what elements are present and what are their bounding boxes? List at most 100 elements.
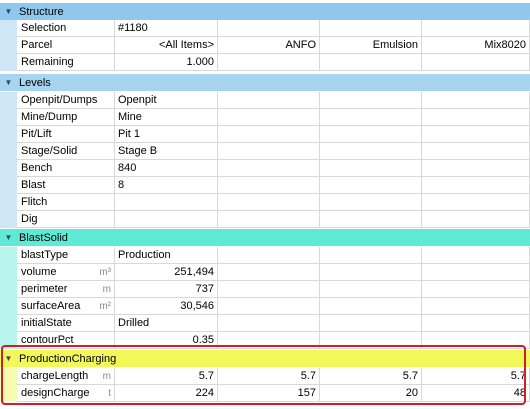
- property-row-dig[interactable]: Dig: [0, 211, 530, 228]
- value-cell[interactable]: [218, 177, 320, 194]
- value-cell[interactable]: [218, 298, 320, 315]
- value-cell[interactable]: [218, 332, 320, 349]
- value-cell[interactable]: [218, 20, 320, 37]
- value-cell[interactable]: Drilled: [115, 315, 218, 332]
- value-cell[interactable]: [422, 264, 530, 281]
- value-cell[interactable]: 1.000: [115, 54, 218, 71]
- property-row-minedump[interactable]: Mine/Dump Mine: [0, 109, 530, 126]
- value-cell[interactable]: ANFO: [218, 37, 320, 54]
- value-cell[interactable]: [320, 298, 422, 315]
- value-cell[interactable]: [115, 211, 218, 228]
- value-cell[interactable]: 157: [218, 385, 320, 402]
- property-row-contourpct[interactable]: contourPct 0.35: [0, 332, 530, 349]
- section-header-levels[interactable]: ▼ Levels: [0, 74, 530, 91]
- value-cell[interactable]: [320, 126, 422, 143]
- value-cell[interactable]: 0.35: [115, 332, 218, 349]
- value-cell[interactable]: [320, 332, 422, 349]
- collapse-chevron-icon[interactable]: ▼: [4, 354, 13, 363]
- value-cell[interactable]: [320, 264, 422, 281]
- value-cell[interactable]: [320, 281, 422, 298]
- value-cell[interactable]: [320, 160, 422, 177]
- property-row-designcharge[interactable]: designCharge t 224 157 20 48: [0, 385, 530, 402]
- value-cell[interactable]: 737: [115, 281, 218, 298]
- value-cell[interactable]: Mine: [115, 109, 218, 126]
- value-cell[interactable]: [320, 315, 422, 332]
- property-row-remaining[interactable]: Remaining 1.000: [0, 54, 530, 71]
- value-cell[interactable]: 840: [115, 160, 218, 177]
- value-cell[interactable]: [320, 247, 422, 264]
- value-cell[interactable]: [422, 20, 530, 37]
- value-cell[interactable]: [218, 54, 320, 71]
- value-cell[interactable]: 5.7: [320, 368, 422, 385]
- value-cell[interactable]: [422, 177, 530, 194]
- value-cell[interactable]: [320, 211, 422, 228]
- value-cell[interactable]: [422, 332, 530, 349]
- property-row-selection[interactable]: Selection #1180: [0, 20, 530, 37]
- value-cell[interactable]: [320, 20, 422, 37]
- property-row-parcel[interactable]: Parcel <All Items> ANFO Emulsion Mix8020: [0, 37, 530, 54]
- value-cell[interactable]: 8: [115, 177, 218, 194]
- value-cell[interactable]: [320, 143, 422, 160]
- value-cell[interactable]: 20: [320, 385, 422, 402]
- value-cell[interactable]: Stage B: [115, 143, 218, 160]
- collapse-chevron-icon[interactable]: ▼: [4, 7, 13, 16]
- collapse-chevron-icon[interactable]: ▼: [4, 233, 13, 242]
- property-row-surfacearea[interactable]: surfaceArea m² 30,546: [0, 298, 530, 315]
- value-cell[interactable]: [218, 109, 320, 126]
- value-cell[interactable]: Openpit: [115, 92, 218, 109]
- value-cell[interactable]: [218, 281, 320, 298]
- property-row-bench[interactable]: Bench 840: [0, 160, 530, 177]
- value-cell[interactable]: [422, 281, 530, 298]
- value-cell[interactable]: 224: [115, 385, 218, 402]
- property-row-blast[interactable]: Blast 8: [0, 177, 530, 194]
- value-cell[interactable]: [422, 298, 530, 315]
- value-cell[interactable]: [115, 194, 218, 211]
- value-cell[interactable]: [218, 126, 320, 143]
- value-cell[interactable]: [320, 194, 422, 211]
- property-row-stagesolid[interactable]: Stage/Solid Stage B: [0, 143, 530, 160]
- value-cell[interactable]: [218, 160, 320, 177]
- value-cell[interactable]: [320, 109, 422, 126]
- value-cell[interactable]: Pit 1: [115, 126, 218, 143]
- value-cell[interactable]: [422, 194, 530, 211]
- property-row-openpit[interactable]: Openpit/Dumps Openpit: [0, 92, 530, 109]
- value-cell[interactable]: [218, 143, 320, 160]
- value-cell[interactable]: [422, 143, 530, 160]
- value-cell[interactable]: [218, 92, 320, 109]
- property-row-blasttype[interactable]: blastType Production: [0, 247, 530, 264]
- value-cell[interactable]: 48: [422, 385, 530, 402]
- value-cell[interactable]: [218, 194, 320, 211]
- value-cell[interactable]: 5.7: [422, 368, 530, 385]
- value-cell[interactable]: 5.7: [218, 368, 320, 385]
- value-cell[interactable]: Production: [115, 247, 218, 264]
- section-header-structure[interactable]: ▼ Structure: [0, 3, 530, 20]
- value-cell[interactable]: [218, 264, 320, 281]
- value-cell[interactable]: [218, 247, 320, 264]
- value-cell[interactable]: 30,546: [115, 298, 218, 315]
- value-cell[interactable]: [320, 177, 422, 194]
- section-header-productioncharging[interactable]: ▼ ProductionCharging: [0, 350, 530, 367]
- value-cell[interactable]: [422, 160, 530, 177]
- value-cell[interactable]: #1180: [115, 20, 218, 37]
- value-cell[interactable]: [320, 54, 422, 71]
- value-cell[interactable]: [422, 247, 530, 264]
- section-header-blastsolid[interactable]: ▼ BlastSolid: [0, 229, 530, 246]
- value-cell[interactable]: [422, 92, 530, 109]
- value-cell[interactable]: [218, 211, 320, 228]
- value-cell[interactable]: 5.7: [115, 368, 218, 385]
- value-cell[interactable]: [320, 92, 422, 109]
- value-cell[interactable]: [422, 211, 530, 228]
- property-row-pitlift[interactable]: Pit/Lift Pit 1: [0, 126, 530, 143]
- value-cell[interactable]: [422, 126, 530, 143]
- value-cell[interactable]: Emulsion: [320, 37, 422, 54]
- value-cell[interactable]: Mix8020: [422, 37, 530, 54]
- value-cell[interactable]: [422, 54, 530, 71]
- value-cell[interactable]: [218, 315, 320, 332]
- property-row-chargelength[interactable]: chargeLength m 5.7 5.7 5.7 5.7: [0, 368, 530, 385]
- property-row-flitch[interactable]: Flitch: [0, 194, 530, 211]
- value-cell[interactable]: <All Items>: [115, 37, 218, 54]
- collapse-chevron-icon[interactable]: ▼: [4, 78, 13, 87]
- value-cell[interactable]: [422, 315, 530, 332]
- value-cell[interactable]: [422, 109, 530, 126]
- property-row-volume[interactable]: volume m³ 251,494: [0, 264, 530, 281]
